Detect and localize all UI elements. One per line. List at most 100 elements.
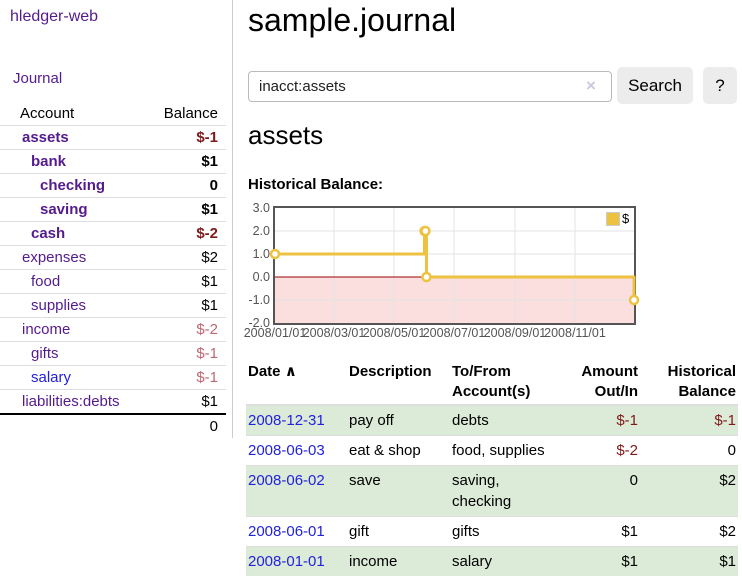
account-balance: $2	[201, 249, 218, 266]
account-row: checking 0	[0, 174, 226, 198]
account-balance: $1	[201, 201, 218, 218]
col-header-date[interactable]: Date ∧	[246, 360, 347, 406]
legend-label: $	[622, 211, 630, 226]
x-axis-tick-label: 2008/09/01	[483, 326, 547, 340]
transaction-balance: $-1	[640, 404, 738, 436]
chart-title: Historical Balance:	[248, 176, 384, 193]
account-balance: 0	[209, 177, 218, 194]
account-row: saving $1	[0, 198, 226, 222]
accounts-total-value: 0	[209, 418, 218, 435]
transaction-description: save	[347, 465, 450, 517]
account-link-assets[interactable]: assets	[22, 129, 69, 146]
accounts-table-header: Account Balance	[0, 102, 226, 126]
x-axis-tick-label: 2008/11/01	[544, 326, 606, 340]
col-header-amount: Amount Out/In	[560, 360, 640, 406]
transaction-accounts: debts	[450, 404, 560, 436]
account-link-liabilities-debts[interactable]: liabilities:debts	[22, 393, 120, 410]
account-balance: $-1	[196, 345, 218, 362]
account-column-header: Account	[20, 105, 75, 122]
account-row: cash $-2	[0, 222, 226, 246]
transaction-description: income	[347, 546, 450, 576]
data-point-marker	[421, 271, 432, 283]
account-link-cash[interactable]: cash	[31, 225, 66, 242]
account-row: gifts $-1	[0, 342, 226, 366]
y-axis-tick-label: 0.0	[252, 270, 270, 284]
account-link-gifts[interactable]: gifts	[31, 345, 59, 362]
account-row: salary $-1	[0, 366, 226, 390]
x-axis-tick-label: 2008/05/01	[362, 326, 426, 340]
x-axis-tick-label: 2008/07/01	[422, 326, 486, 340]
account-balance: $-2	[196, 225, 218, 242]
transaction-balance: $2	[640, 465, 738, 517]
historical-balance-chart: 3.0 2.0 1.0 0.0 -1.0 -2.0 2008/01/01 2008/03/0…	[244, 201, 737, 348]
account-row: liabilities:debts $1	[0, 390, 226, 413]
account-balance: $1	[201, 297, 218, 314]
x-axis-tick-label: 2008/03/01	[302, 326, 366, 340]
transaction-amount: 0	[560, 465, 640, 517]
transaction-row: 2008-06-01 gift gifts $1 $2	[246, 516, 738, 547]
account-balance: $1	[201, 393, 218, 410]
x-axis-tick-label: 2008/01/01	[243, 326, 307, 340]
transaction-date-link[interactable]: 2008-06-03	[248, 442, 325, 459]
col-header-balance: Historical Balance	[640, 360, 738, 406]
account-balance: $-1	[196, 129, 218, 146]
sort-asc-icon: ∧	[284, 363, 297, 380]
transaction-accounts: salary	[450, 546, 560, 576]
clear-search-icon[interactable]: ×	[586, 76, 596, 95]
accounts-total-row: 0	[0, 413, 226, 438]
account-row: food $1	[0, 270, 226, 294]
transaction-accounts: gifts	[450, 516, 560, 547]
account-link-supplies[interactable]: supplies	[31, 297, 87, 314]
account-heading: assets	[248, 120, 324, 150]
y-axis-tick-label: -1.0	[248, 293, 270, 307]
register-header-row: Date ∧ Description To/From Account(s) Amo…	[246, 360, 738, 406]
transaction-description: gift	[347, 516, 450, 547]
account-row: assets $-1	[0, 126, 226, 150]
account-row: income $-2	[0, 318, 226, 342]
sidebar-item-journal[interactable]: Journal	[13, 70, 63, 87]
transaction-date-link[interactable]: 2008-01-01	[248, 553, 325, 570]
transaction-balance: $1	[640, 546, 738, 576]
app-title-link[interactable]: hledger-web	[10, 8, 99, 25]
transaction-row: 2008-06-02 save saving, checking 0 $2	[246, 465, 738, 517]
transaction-balance: 0	[640, 435, 738, 466]
transaction-amount: $1	[560, 546, 640, 576]
transaction-row: 2008-12-31 pay off debts $-1 $-1	[246, 404, 738, 436]
y-axis-tick-label: 3.0	[252, 201, 270, 215]
transaction-amount: $-2	[560, 435, 640, 466]
data-point-marker	[628, 294, 640, 306]
main-content: sample.journal × Search ? assets Histori…	[244, 0, 742, 582]
search-button[interactable]: Search	[617, 67, 693, 104]
chart-legend: $	[606, 211, 629, 226]
transaction-date-link[interactable]: 2008-12-31	[248, 412, 325, 429]
account-row: bank $1	[0, 150, 226, 174]
account-balance: $-1	[196, 369, 218, 386]
account-link-saving[interactable]: saving	[40, 201, 88, 218]
accounts-rows: assets $-1 bank $1 checking 0 saving $1 cash $-2 e…	[0, 126, 226, 413]
transaction-row: 2008-01-01 income salary $1 $1	[246, 546, 738, 576]
help-button[interactable]: ?	[703, 67, 737, 104]
transaction-row: 2008-06-03 eat & shop food, supplies $-2 0	[246, 435, 738, 466]
register-table: Date ∧ Description To/From Account(s) Amo…	[246, 360, 738, 576]
account-link-food[interactable]: food	[31, 273, 61, 290]
transaction-balance: $2	[640, 516, 738, 547]
sidebar: hledger-web Journal Account Balance asse…	[0, 0, 233, 438]
transaction-date-link[interactable]: 2008-06-01	[248, 523, 325, 540]
account-link-expenses[interactable]: expenses	[22, 249, 87, 266]
account-balance: $1	[201, 153, 218, 170]
account-link-checking[interactable]: checking	[40, 177, 106, 194]
account-link-income[interactable]: income	[22, 321, 71, 338]
account-balance: $1	[201, 273, 218, 290]
accounts-table: Account Balance assets $-1 bank $1 checking 0…	[0, 102, 226, 438]
transaction-amount: $-1	[560, 404, 640, 436]
account-row: supplies $1	[0, 294, 226, 318]
transaction-date-link[interactable]: 2008-06-02	[248, 472, 325, 489]
search-input[interactable]	[248, 71, 612, 102]
balance-column-header: Balance	[163, 105, 218, 122]
account-link-bank[interactable]: bank	[31, 153, 67, 170]
transaction-description: eat & shop	[347, 435, 450, 466]
col-header-account: To/From Account(s)	[450, 360, 560, 406]
legend-swatch-icon	[606, 211, 620, 226]
account-link-salary[interactable]: salary	[31, 369, 72, 386]
chart-plot	[269, 208, 640, 323]
